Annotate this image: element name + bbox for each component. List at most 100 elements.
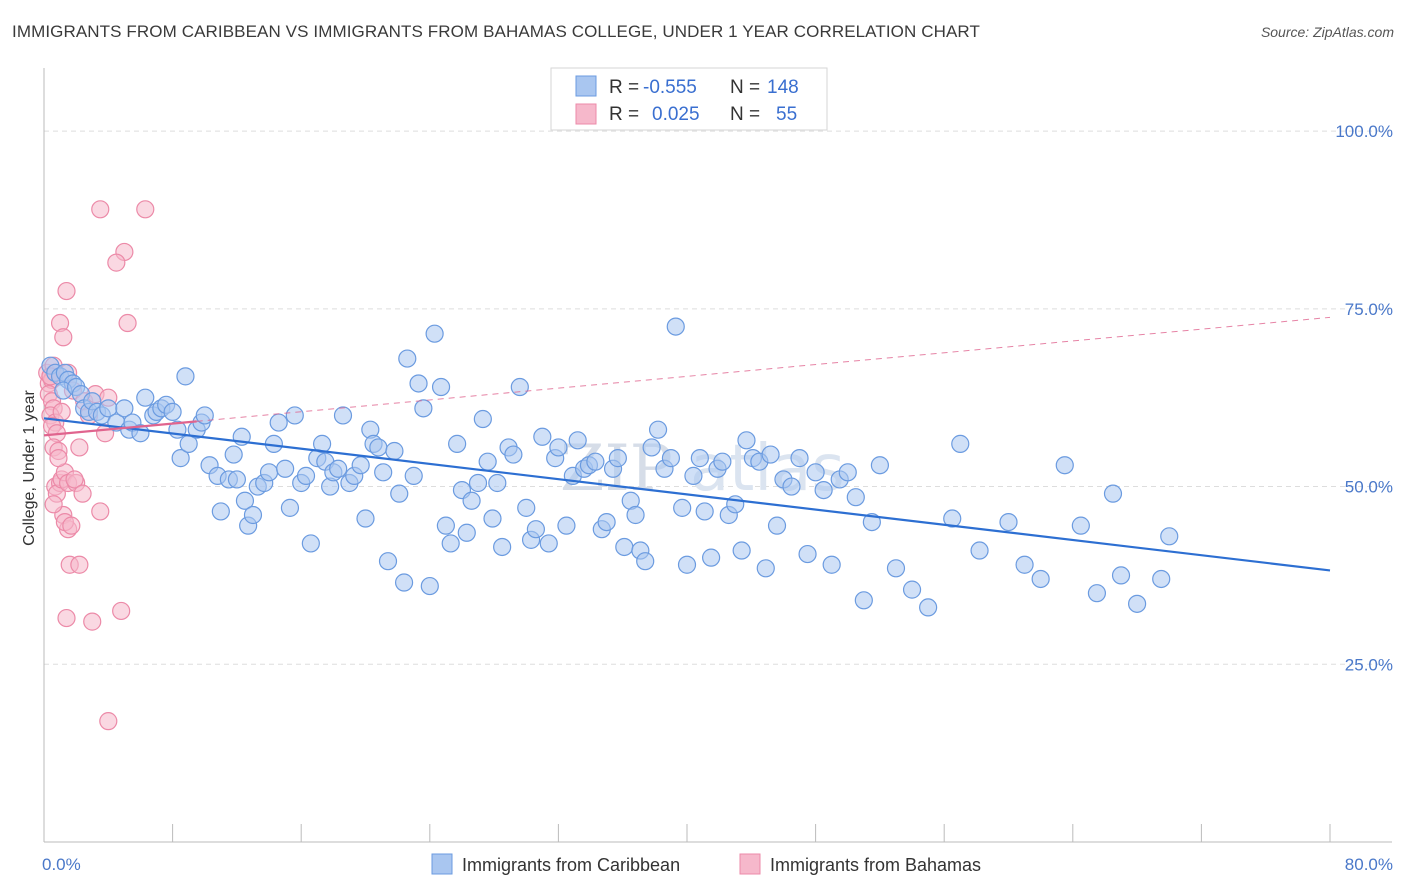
caribbean-point-153 bbox=[902, 580, 922, 599]
caribbean-point-159 bbox=[1015, 555, 1034, 574]
caribbean-point-138 bbox=[767, 516, 787, 535]
caribbean-point-127 bbox=[702, 548, 721, 567]
legend-n-value-pink: 55 bbox=[776, 104, 797, 125]
caribbean-point-76 bbox=[414, 399, 433, 418]
bahamas-point-38 bbox=[107, 253, 126, 272]
trend-lines bbox=[43, 316, 1331, 572]
caribbean-point-125 bbox=[690, 449, 709, 468]
caribbean-point-122 bbox=[673, 498, 692, 517]
caribbean-point-166 bbox=[1127, 594, 1147, 613]
y-tick-label-1: 50.0% bbox=[1345, 478, 1393, 497]
bottom-legend-label-caribbean: Immigrants from Caribbean bbox=[462, 855, 680, 875]
caribbean-point-141 bbox=[790, 449, 809, 468]
caribbean-point-72 bbox=[394, 573, 414, 592]
caribbean-point-132 bbox=[732, 541, 751, 560]
caribbean-point-32 bbox=[195, 406, 214, 425]
bahamas-trend-line-solid bbox=[43, 420, 197, 437]
caribbean-point-63 bbox=[351, 456, 370, 475]
caribbean-point-120 bbox=[661, 449, 681, 468]
y-axis-title: College, Under 1 year bbox=[21, 390, 38, 546]
caribbean-point-147 bbox=[838, 463, 857, 482]
bahamas-point-51 bbox=[44, 495, 63, 514]
caribbean-point-107 bbox=[586, 452, 605, 471]
caribbean-point-53 bbox=[301, 534, 320, 553]
caribbean-point-158 bbox=[999, 512, 1018, 532]
caribbean-point-85 bbox=[462, 491, 481, 510]
legend-n-value-blue: 148 bbox=[767, 77, 799, 98]
caribbean-point-161 bbox=[1055, 456, 1074, 475]
bahamas-point-29 bbox=[83, 612, 102, 631]
caribbean-point-59 bbox=[329, 459, 348, 478]
caribbean-point-50 bbox=[285, 406, 304, 425]
y-tick-label-0: 25.0% bbox=[1345, 655, 1393, 674]
caribbean-point-117 bbox=[642, 438, 661, 457]
caribbean-point-49 bbox=[280, 498, 300, 517]
bahamas-point-44 bbox=[49, 449, 68, 468]
caribbean-point-86 bbox=[468, 473, 488, 493]
caribbean-point-38 bbox=[227, 470, 246, 489]
bottom-legend-swatch-caribbean bbox=[431, 853, 453, 875]
caribbean-point-55 bbox=[312, 434, 332, 453]
y-tick-label-2: 75.0% bbox=[1345, 300, 1393, 319]
caribbean-point-112 bbox=[615, 537, 634, 557]
legend-r-label-blue: R = bbox=[609, 77, 639, 98]
caribbean-point-123 bbox=[677, 555, 697, 574]
caribbean-point-97 bbox=[526, 520, 545, 539]
caribbean-point-102 bbox=[557, 516, 576, 535]
caribbean-point-28 bbox=[176, 367, 195, 386]
correlation-legend: R = -0.555 N = 148 R = 0.025 N = 55 bbox=[550, 67, 828, 131]
caribbean-point-149 bbox=[854, 591, 873, 610]
caribbean-point-140 bbox=[782, 477, 801, 496]
caribbean-point-74 bbox=[404, 466, 423, 485]
caribbean-point-90 bbox=[488, 473, 507, 493]
caribbean-point-69 bbox=[378, 552, 398, 571]
caribbean-point-152 bbox=[886, 559, 906, 578]
tick-labels: 25.0% 50.0% 75.0% 100.0% 0.0% 80.0% bbox=[42, 122, 1393, 874]
caribbean-point-75 bbox=[409, 374, 428, 393]
caribbean-point-79 bbox=[431, 377, 451, 397]
bahamas-point-32 bbox=[112, 601, 131, 621]
watermark: ZIP atlas bbox=[560, 432, 845, 506]
bahamas-point-30 bbox=[91, 502, 110, 521]
bahamas-point-50 bbox=[52, 402, 71, 421]
caribbean-point-16 bbox=[115, 399, 134, 418]
caribbean-point-91 bbox=[493, 537, 512, 557]
caribbean-point-88 bbox=[478, 452, 497, 471]
caribbean-point-151 bbox=[870, 456, 890, 475]
caribbean-point-25 bbox=[163, 402, 182, 421]
caribbean-point-93 bbox=[504, 445, 523, 464]
caribbean-point-67 bbox=[369, 438, 388, 457]
caribbean-point-87 bbox=[473, 409, 492, 429]
caribbean-point-124 bbox=[684, 466, 703, 485]
chart-source: Source: ZipAtlas.com bbox=[1260, 24, 1394, 40]
grid-layer bbox=[44, 130, 1392, 665]
legend-r-value-blue: -0.555 bbox=[643, 77, 697, 98]
legend-swatch-pink bbox=[575, 103, 597, 125]
caribbean-point-116 bbox=[636, 552, 655, 571]
caribbean-point-156 bbox=[951, 434, 970, 453]
caribbean-point-121 bbox=[666, 317, 685, 336]
caribbean-point-82 bbox=[448, 434, 467, 453]
caribbean-point-71 bbox=[390, 484, 409, 503]
caribbean-point-98 bbox=[533, 427, 552, 446]
caribbean-point-163 bbox=[1087, 584, 1107, 603]
bahamas-trend-line-dashed bbox=[196, 316, 1331, 422]
caribbean-point-64 bbox=[356, 509, 375, 528]
caribbean-point-104 bbox=[568, 431, 587, 450]
bahamas-point-36 bbox=[57, 281, 76, 301]
bottom-legend-label-bahamas: Immigrants from Bahamas bbox=[770, 855, 981, 875]
caribbean-point-27 bbox=[171, 449, 190, 468]
caribbean-points bbox=[41, 317, 1179, 617]
caribbean-point-126 bbox=[695, 502, 714, 521]
caribbean-point-109 bbox=[597, 512, 616, 532]
series-legend: Immigrants from Caribbean Immigrants fro… bbox=[431, 853, 981, 875]
caribbean-point-60 bbox=[333, 406, 353, 425]
bahamas-point-27 bbox=[70, 555, 89, 574]
caribbean-point-42 bbox=[243, 505, 263, 525]
caribbean-point-48 bbox=[276, 459, 295, 478]
bahamas-point-52 bbox=[73, 484, 92, 503]
caribbean-point-167 bbox=[1152, 569, 1171, 589]
caribbean-point-137 bbox=[761, 445, 780, 464]
caribbean-point-94 bbox=[510, 377, 529, 397]
